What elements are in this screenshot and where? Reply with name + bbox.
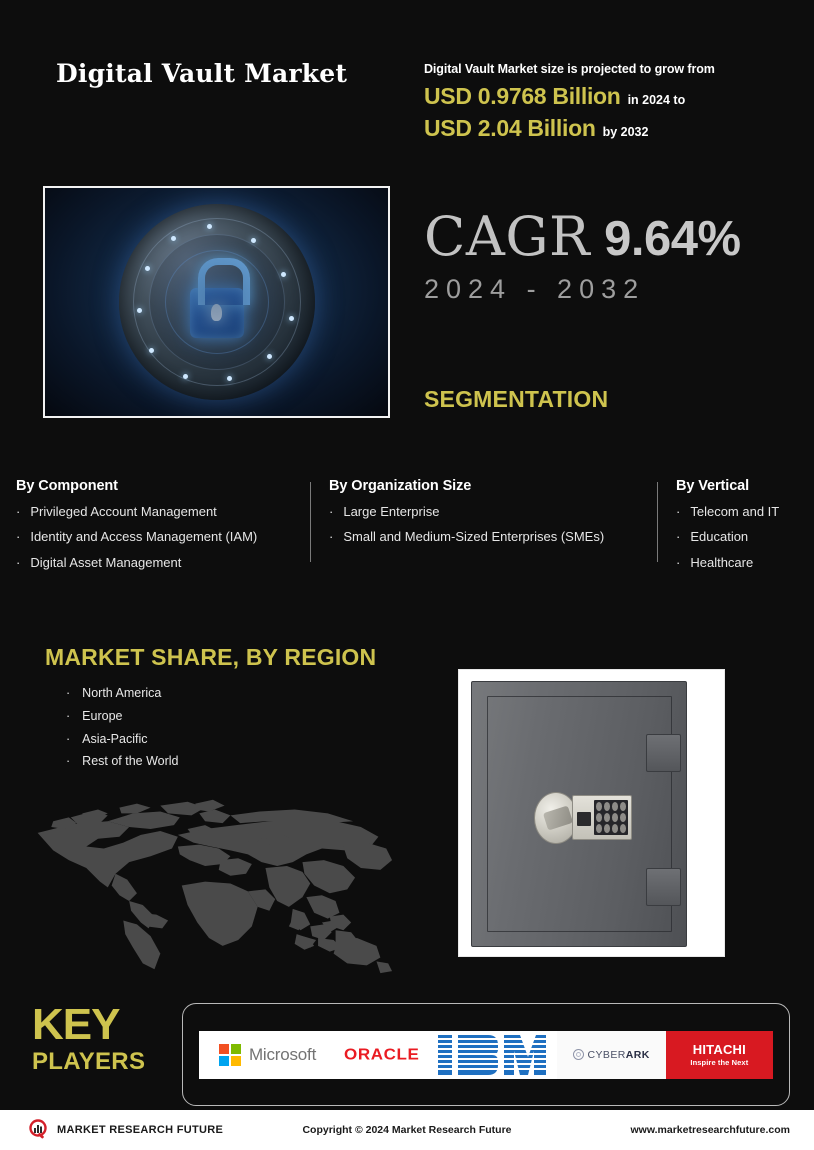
hitachi-logo: HITACHI Inspire the Next (665, 1030, 773, 1079)
microsoft-squares-icon (218, 1043, 241, 1066)
segment-title: By Component (16, 478, 118, 494)
cagr-label: CAGR (424, 205, 591, 268)
bullet-icon: · (16, 554, 21, 570)
key-players-logo-box: Microsoft ORACLE (182, 1003, 790, 1106)
oracle-wordmark: ORACLE (344, 1045, 420, 1063)
segment-item-label: Education (690, 529, 749, 545)
segmentation-columns: By Component · Privileged Account Manage… (0, 478, 814, 581)
footer-brand-text: MARKET RESEARCH FUTURE (57, 1124, 224, 1136)
segment-divider-2 (657, 482, 658, 562)
safe-hinge-bottom (646, 868, 681, 906)
safe-door-inset (487, 696, 672, 932)
list-item: · Asia-Pacific (66, 731, 179, 747)
cagr-value: 9.64% (604, 212, 741, 266)
footer-brand: MARKET RESEARCH FUTURE (28, 1119, 223, 1141)
segment-item-label: Small and Medium-Sized Enterprises (SMEs… (343, 529, 605, 545)
value-to-suffix: by 2032 (602, 125, 649, 139)
key-players-label: KEY PLAYERS (32, 1002, 145, 1076)
value-from: USD 0.9768 Billion (424, 83, 621, 109)
ibm-logo (427, 1030, 557, 1079)
segment-item-label: Large Enterprise (343, 504, 440, 519)
ibm-wordmark-icon (436, 1033, 548, 1077)
metal-safe-image (458, 669, 725, 957)
bullet-icon: · (676, 529, 681, 545)
cyberark-wordmark-bold: ARK (625, 1048, 650, 1061)
microsoft-wordmark: Microsoft (248, 1044, 317, 1064)
bullet-icon: · (66, 754, 71, 769)
region-label: North America (82, 686, 162, 700)
region-label: Asia-Pacific (82, 731, 148, 746)
list-item: · Europe (66, 708, 179, 724)
bullet-icon: · (66, 731, 71, 746)
segment-column-component: By Component · Privileged Account Manage… (0, 478, 312, 581)
stats-lead-text: Digital Vault Market size is projected t… (424, 62, 715, 76)
digital-vault-lock-image (43, 186, 390, 418)
padlock-icon (189, 258, 250, 338)
cagr-year-range: 2024 - 2032 (424, 274, 646, 304)
segment-title: By Organization Size (329, 478, 472, 494)
key-players-label-top: KEY (32, 1000, 120, 1049)
cyberark-wordmark-light: CYBER (587, 1048, 626, 1061)
segment-title: By Vertical (676, 478, 750, 494)
market-research-future-logo-icon (28, 1119, 50, 1141)
page-title: Digital Vault Market (56, 59, 348, 88)
cyberark-mark-icon (572, 1049, 584, 1060)
list-item: · Privileged Account Management (16, 504, 312, 519)
value-from-suffix: in 2024 to (627, 93, 686, 107)
bullet-icon: · (676, 554, 681, 570)
footer-url[interactable]: www.marketresearchfuture.com (630, 1124, 790, 1136)
list-item: · Healthcare (676, 554, 814, 570)
list-item: · Identity and Access Management (IAM) (16, 529, 312, 545)
list-item: · Small and Medium-Sized Enterprises (SM… (329, 529, 658, 545)
bullet-icon: · (66, 708, 71, 723)
market-size-stats: Digital Vault Market size is projected t… (424, 62, 794, 147)
oracle-logo: ORACLE (336, 1030, 428, 1079)
list-item: · Large Enterprise (329, 504, 658, 519)
segment-item-label: Digital Asset Management (30, 554, 182, 570)
bullet-icon: · (329, 529, 334, 545)
list-item: · Telecom and IT (676, 504, 814, 519)
segment-column-organization-size: By Organization Size · Large Enterprise … (312, 478, 658, 581)
list-item: · Education (676, 529, 814, 545)
bullet-icon: · (329, 504, 334, 519)
value-to: USD 2.04 Billion (424, 115, 596, 141)
market-share-heading: MARKET SHARE, BY REGION (45, 644, 377, 670)
segment-item-label: Telecom and IT (690, 504, 780, 519)
bullet-icon: · (676, 504, 681, 519)
key-players-label-bottom: PLAYERS (32, 1048, 146, 1075)
cyberark-logo: CYBER ARK (556, 1030, 666, 1079)
bullet-icon: · (16, 529, 21, 545)
vault-door-disc (118, 204, 315, 400)
safe-door (471, 681, 687, 947)
keypad-screen (577, 812, 591, 826)
segment-item-label: Healthcare (690, 554, 754, 570)
safe-hinge-top (646, 734, 681, 772)
segment-column-vertical: By Vertical · Telecom and IT · Education… (658, 478, 814, 581)
microsoft-logo: Microsoft (199, 1030, 337, 1079)
bullet-icon: · (16, 504, 21, 519)
list-item: · Rest of the World (66, 754, 179, 769)
safe-keypad (572, 795, 632, 840)
region-label: Europe (82, 708, 123, 723)
world-map-silhouette (14, 792, 404, 977)
region-list: · North America · Europe · Asia-Pacific … (66, 686, 179, 778)
footer-copyright: Copyright © 2024 Market Research Future (302, 1124, 512, 1136)
hitachi-wordmark: HITACHI (692, 1042, 746, 1057)
segment-item-label: Identity and Access Management (IAM) (30, 529, 258, 545)
stat-row-to: USD 2.04 Billion by 2032 (424, 115, 794, 142)
stat-row-from: USD 0.9768 Billion in 2024 to (424, 83, 794, 110)
keypad-keys (594, 800, 628, 835)
list-item: · North America (66, 686, 179, 701)
cagr-block: CAGR 9.64% 2024 - 2032 (424, 205, 741, 305)
segment-divider-1 (310, 482, 311, 562)
footer: MARKET RESEARCH FUTURE Copyright © 2024 … (0, 1110, 814, 1150)
segmentation-heading: SEGMENTATION (424, 386, 609, 412)
bullet-icon: · (66, 686, 71, 700)
segment-item-label: Privileged Account Management (30, 504, 217, 519)
hitachi-tagline: Inspire the Next (690, 1058, 749, 1067)
region-label: Rest of the World (82, 754, 179, 769)
vault-inner-ring (164, 250, 269, 354)
list-item: · Digital Asset Management (16, 554, 312, 570)
